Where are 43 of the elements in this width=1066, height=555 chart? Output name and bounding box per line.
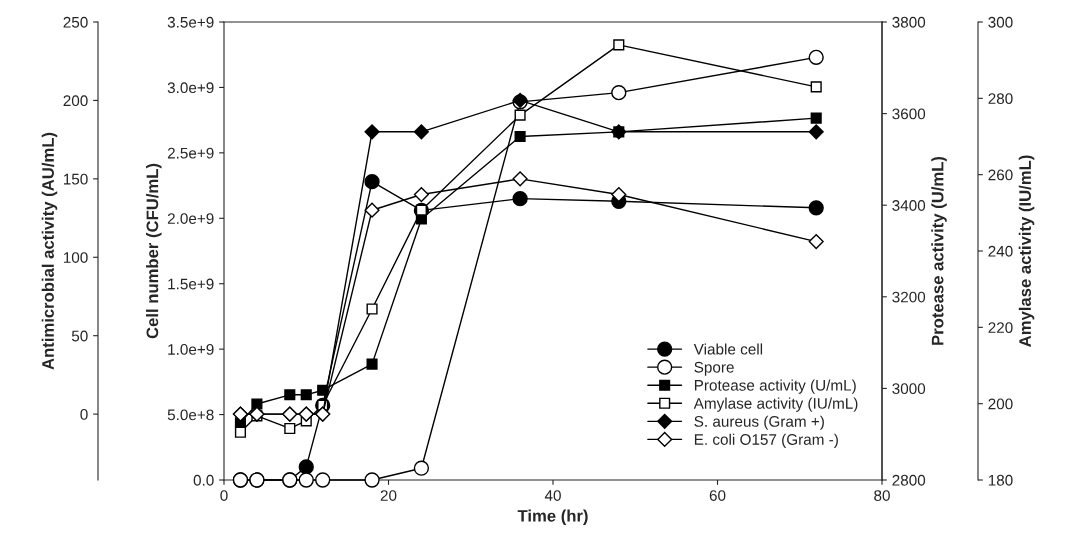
y3-tick-label: 220 [988, 322, 1013, 334]
x-tick-label: 40 [544, 490, 561, 501]
x-axis-title: Time (hr) [517, 509, 588, 526]
y-tick-label: 250 [63, 16, 88, 28]
y3-tick-label: 180 [988, 474, 1013, 486]
y-tick-label: 100 [63, 252, 88, 263]
y-tick-label: 150 [63, 173, 88, 185]
y-axis-title: Antimicrobial activity (AU/mL) [41, 132, 58, 370]
x-tick-label: 80 [874, 490, 890, 501]
y-tick-label: 0 [80, 408, 88, 420]
y2-tick-label: 2800 [892, 474, 926, 486]
y-axis-title: Cell number (CFU/mL) [146, 163, 162, 339]
y2-tick-label: 3800 [892, 16, 926, 28]
legend-label: Amylase activity (IU/mL) [693, 397, 858, 412]
y-tick-label: 3.0e+9 [167, 82, 214, 94]
legend-label: Protease activity (U/mL) [694, 379, 856, 394]
x-tick-label: 0 [220, 490, 228, 501]
y3-tick-label: 280 [988, 93, 1013, 105]
y3-tick-label: 200 [988, 398, 1013, 410]
y-tick-label: 50 [71, 330, 88, 342]
y2-tick-label: 3600 [892, 108, 926, 120]
y-tick-label: 1.5e+9 [168, 278, 214, 290]
x-tick-label: 60 [709, 490, 726, 501]
y3-tick-label: 240 [988, 245, 1013, 257]
y3-tick-label: 260 [988, 169, 1013, 181]
legend-label: S. aureus (Gram +) [694, 415, 824, 430]
y-tick-label: 2.0e+9 [167, 213, 214, 224]
y-tick-label: 5.0e+8 [167, 409, 214, 421]
legend-label: Spore [694, 361, 734, 376]
legend-label: E. coli O157 (Gram -) [694, 433, 838, 448]
y2-axis-title: Protease activity (U/mL) [931, 156, 947, 345]
y3-tick-label: 300 [988, 16, 1013, 28]
x-tick-label: 20 [380, 490, 397, 501]
y3-axis-title: Amylase activity (IU/mL) [1018, 155, 1035, 347]
y2-tick-label: 3200 [892, 291, 926, 303]
legend-label: Viable cell [693, 343, 763, 355]
y-tick-label: 200 [63, 95, 88, 107]
y-tick-label: 1.0e+9 [168, 344, 214, 355]
y-tick-label: 0.0 [193, 474, 214, 486]
y2-tick-label: 3400 [892, 200, 926, 211]
y2-tick-label: 3000 [892, 383, 926, 395]
y-tick-label: 3.5e+9 [167, 16, 214, 28]
y-tick-label: 2.5e+9 [167, 147, 214, 159]
